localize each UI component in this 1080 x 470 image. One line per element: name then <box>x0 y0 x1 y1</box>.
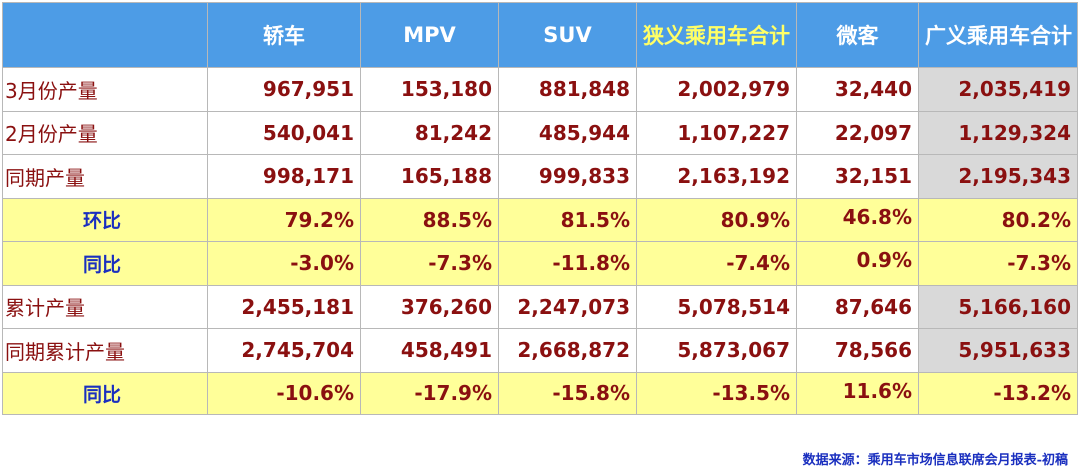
table-cell: 80.2% <box>918 197 1078 242</box>
table-cell: 78,566 <box>796 328 919 373</box>
table-cell: 11.6% <box>796 371 919 415</box>
col-header-suv: SUV <box>498 2 637 68</box>
table-cell: 88.5% <box>360 197 499 242</box>
corner-cell <box>2 2 208 68</box>
table-cell: 540,041 <box>207 110 361 155</box>
table-cell: 5,873,067 <box>636 328 797 373</box>
table-cell: 967,951 <box>207 67 361 112</box>
table-cell: -13.2% <box>918 371 1078 415</box>
row-label: 累计产量 <box>2 284 208 329</box>
table-cell: 485,944 <box>498 110 637 155</box>
table-cell: -7.3% <box>918 241 1078 286</box>
table-cell: 376,260 <box>360 284 499 329</box>
table-cell: 2,745,704 <box>207 328 361 373</box>
row-label: 同期产量 <box>2 154 208 199</box>
row-label: 3月份产量 <box>2 67 208 112</box>
table-cell: 2,668,872 <box>498 328 637 373</box>
table-row: 累计产量 2,455,181 376,260 2,247,073 5,078,514 87… <box>2 284 1078 329</box>
production-table: 轿车 MPV SUV 狭义乘用车合计 微客 广义乘用车合计 3月份产量 967,9… <box>2 2 1078 415</box>
col-header-narrow-total: 狭义乘用车合计 <box>636 2 797 68</box>
col-header-sedan: 轿车 <box>207 2 361 68</box>
row-label: 环比 <box>2 197 208 242</box>
table-row: 同比 -3.0% -7.3% -11.8% -7.4% 0.9% -7.3% <box>2 241 1078 286</box>
table-cell: 79.2% <box>207 197 361 242</box>
col-header-minivan: 微客 <box>796 2 919 68</box>
table-cell: -11.8% <box>498 241 637 286</box>
col-header-broad-total: 广义乘用车合计 <box>918 2 1078 68</box>
table-cell: 2,455,181 <box>207 284 361 329</box>
table-cell: -10.6% <box>207 371 361 415</box>
table-cell: 81.5% <box>498 197 637 242</box>
col-header-mpv: MPV <box>360 2 499 68</box>
table-row: 3月份产量 967,951 153,180 881,848 2,002,979 32,44… <box>2 67 1078 112</box>
table-cell: 153,180 <box>360 67 499 112</box>
header-row: 轿车 MPV SUV 狭义乘用车合计 微客 广义乘用车合计 <box>2 2 1078 68</box>
table-cell: -17.9% <box>360 371 499 415</box>
table-cell: 1,107,227 <box>636 110 797 155</box>
table-cell: -7.4% <box>636 241 797 286</box>
table-cell: 81,242 <box>360 110 499 155</box>
table-cell: 998,171 <box>207 154 361 199</box>
table-cell: 2,163,192 <box>636 154 797 199</box>
table-cell: 2,247,073 <box>498 284 637 329</box>
row-label: 同比 <box>2 371 208 415</box>
table-cell: 0.9% <box>796 241 919 286</box>
table-cell: 5,951,633 <box>918 328 1078 373</box>
table-cell: 165,188 <box>360 154 499 199</box>
table-cell: 46.8% <box>796 197 919 242</box>
table-cell: -3.0% <box>207 241 361 286</box>
table-cell: 1,129,324 <box>918 110 1078 155</box>
table-cell: -7.3% <box>360 241 499 286</box>
row-label: 同比 <box>2 241 208 286</box>
table-cell: 999,833 <box>498 154 637 199</box>
table-cell: 87,646 <box>796 284 919 329</box>
table-cell: 32,151 <box>796 154 919 199</box>
table-cell: -13.5% <box>636 371 797 415</box>
table-cell: 22,097 <box>796 110 919 155</box>
row-label: 2月份产量 <box>2 110 208 155</box>
table-row: 2月份产量 540,041 81,242 485,944 1,107,227 22,097… <box>2 110 1078 155</box>
table-cell: 5,078,514 <box>636 284 797 329</box>
row-label: 同期累计产量 <box>2 328 208 373</box>
table-row: 同比 -10.6% -17.9% -15.8% -13.5% 11.6% -13.2% <box>2 371 1078 415</box>
table-cell: 2,195,343 <box>918 154 1078 199</box>
table-cell: 881,848 <box>498 67 637 112</box>
table-cell: 32,440 <box>796 67 919 112</box>
table-row: 环比 79.2% 88.5% 81.5% 80.9% 46.8% 80.2% <box>2 197 1078 242</box>
table-cell: -15.8% <box>498 371 637 415</box>
table-cell: 2,002,979 <box>636 67 797 112</box>
table-cell: 5,166,160 <box>918 284 1078 329</box>
table-cell: 458,491 <box>360 328 499 373</box>
table-row: 同期产量 998,171 165,188 999,833 2,163,192 32,151… <box>2 154 1078 199</box>
table-row: 同期累计产量 2,745,704 458,491 2,668,872 5,873,067… <box>2 328 1078 373</box>
table-cell: 80.9% <box>636 197 797 242</box>
source-note: 数据来源：乘用车市场信息联席会月报表-初稿 <box>802 453 1068 468</box>
table-cell: 2,035,419 <box>918 67 1078 112</box>
